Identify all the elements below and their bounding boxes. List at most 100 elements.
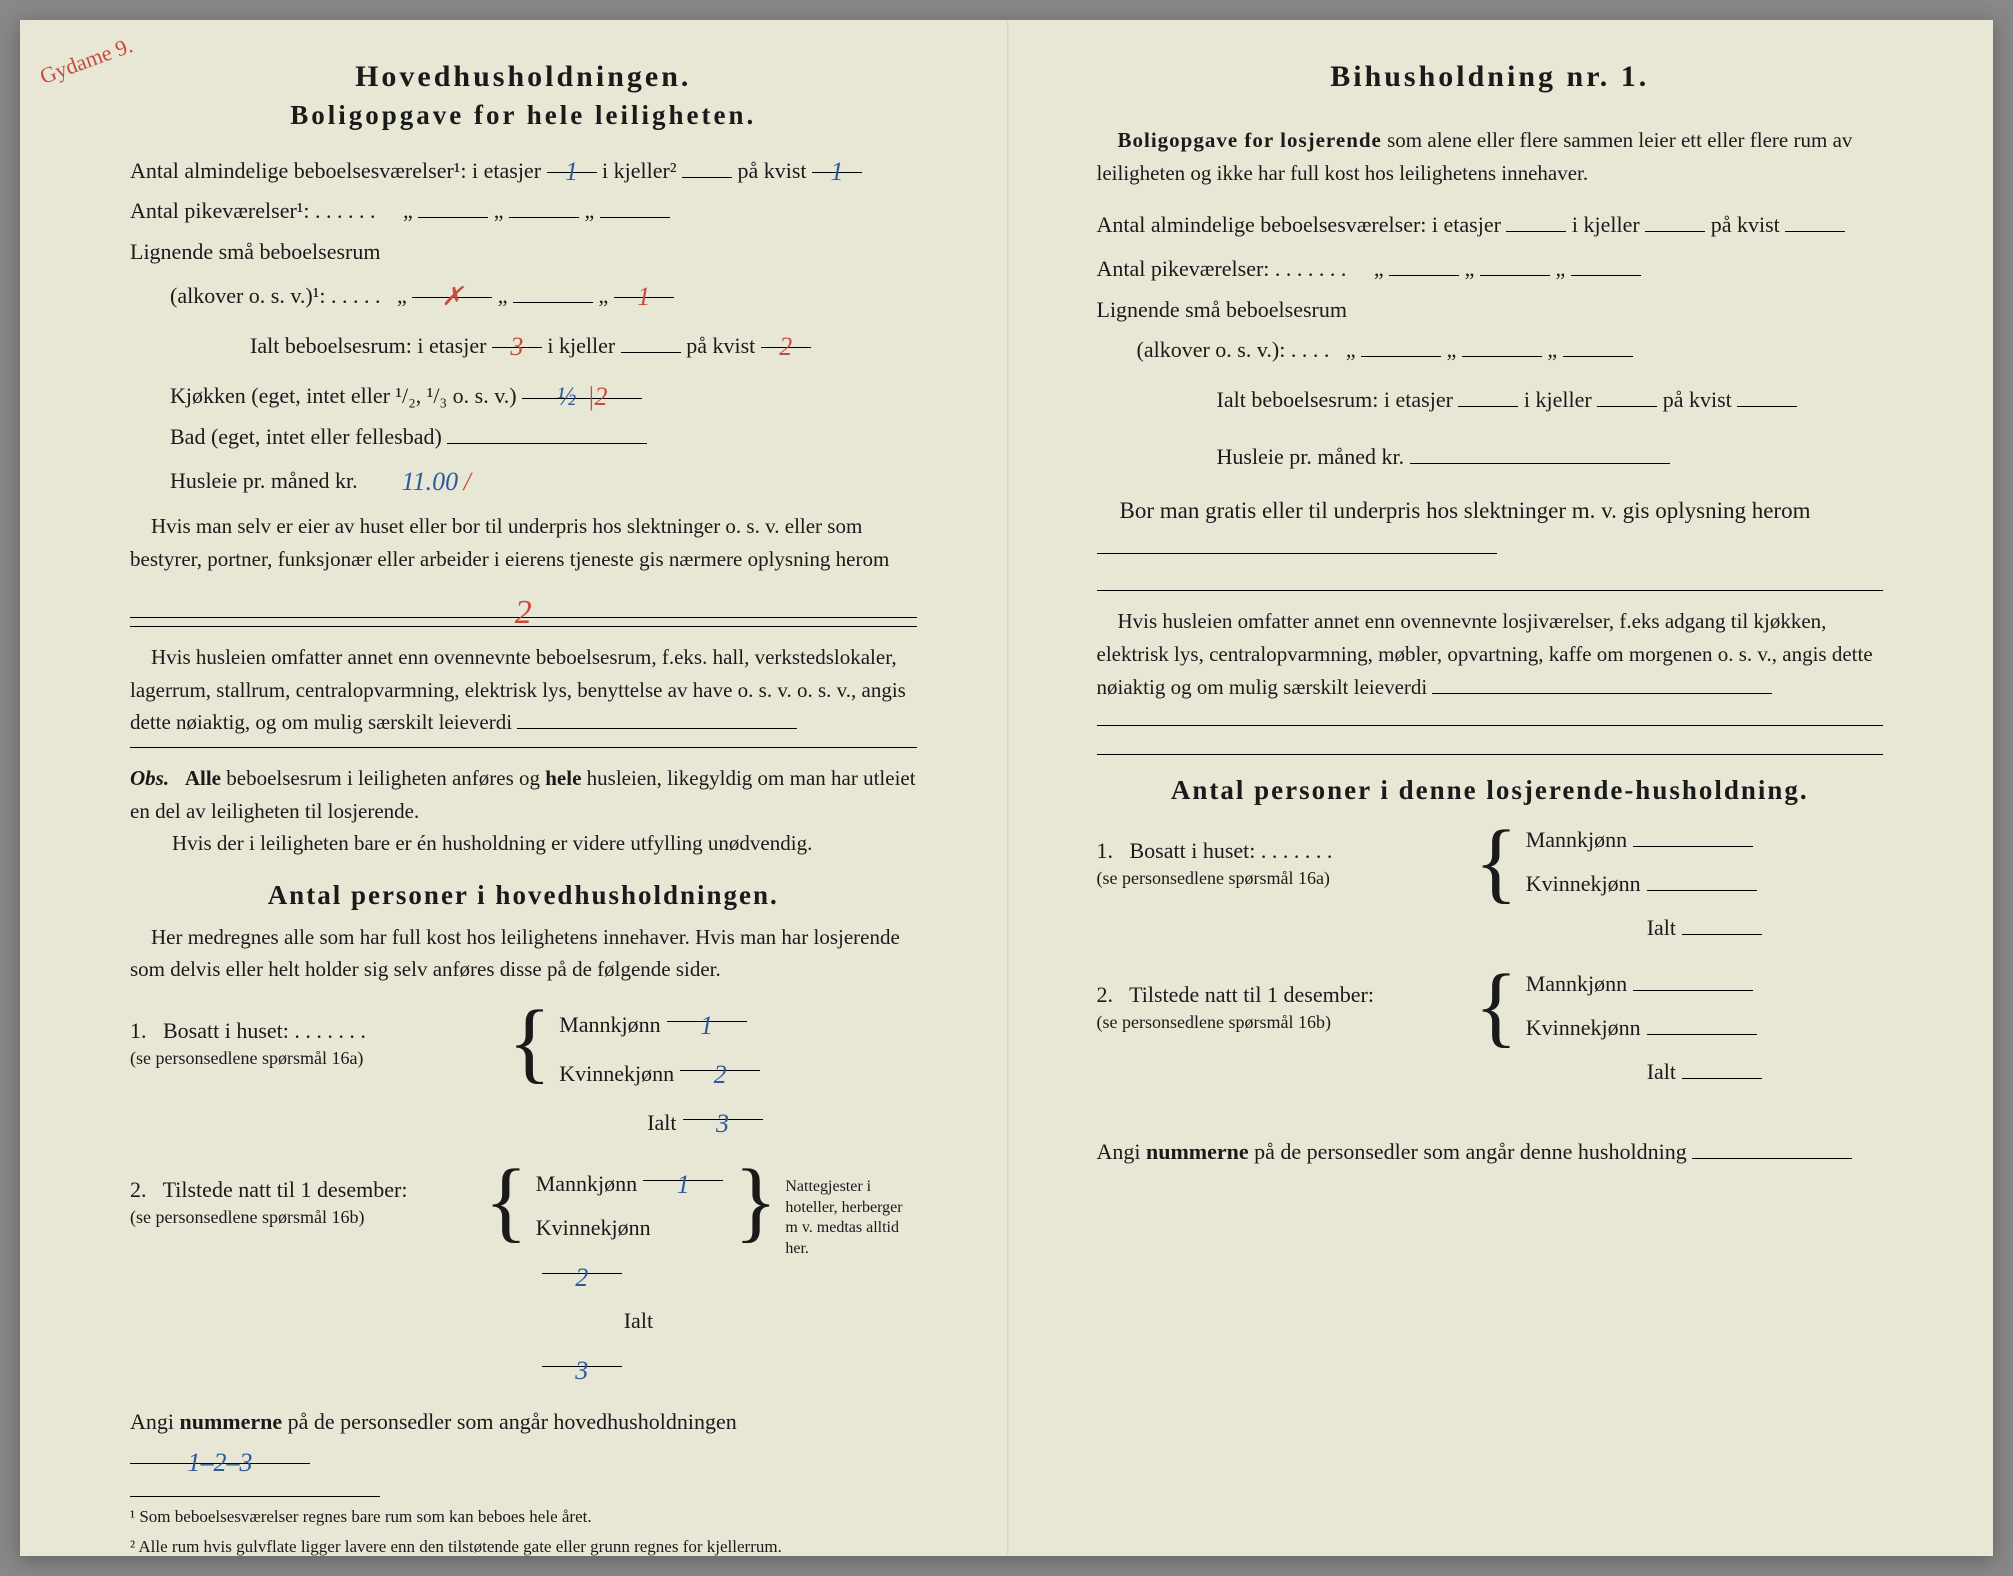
- field-ialt-kjeller[interactable]: [621, 329, 681, 353]
- field-eier-line[interactable]: 2: [130, 583, 917, 618]
- row-lign-2: (alkover o. s. v.)¹: . . . . . „ ✗ „ „ 1: [130, 274, 917, 314]
- brace-icon: {: [508, 998, 551, 1088]
- brace-icon: }: [734, 1157, 777, 1247]
- field-husleie[interactable]: 11.00: [402, 467, 459, 496]
- field-1-kvinne-r[interactable]: [1647, 867, 1757, 891]
- right-lead: Boligopgave for losjerende som alene ell…: [1097, 124, 1884, 189]
- row-pike: Antal pikeværelser¹: . . . . . . „ „ „: [130, 193, 917, 229]
- brace-icon: {: [485, 1157, 528, 1247]
- field-omfatter-r[interactable]: [1432, 671, 1772, 694]
- brace-icon: {: [1475, 962, 1518, 1052]
- rule: [1097, 590, 1884, 591]
- row-bad: Bad (eget, intet eller fellesbad): [130, 419, 917, 455]
- count-row-1-r: 1. Bosatt i huset: . . . . . . . (se per…: [1097, 818, 1884, 950]
- label: Kjøkken (eget, intet eller ¹/₂, ¹/₃ o. s…: [130, 383, 517, 408]
- field-ialt-kvist[interactable]: 2: [761, 324, 811, 348]
- field-pike-kjeller[interactable]: [509, 194, 579, 218]
- label: Kvinnekjønn: [1526, 871, 1641, 896]
- field-1-mann[interactable]: 1: [667, 998, 747, 1022]
- row-husleie: Husleie pr. måned kr. 11.00 /: [130, 459, 917, 502]
- field-alm-kjeller[interactable]: [682, 154, 732, 178]
- field-2-mann[interactable]: 1: [643, 1157, 723, 1181]
- field-pike-etasjer[interactable]: [418, 194, 488, 218]
- label: på kvist: [737, 158, 806, 183]
- field-2-ialt[interactable]: 3: [542, 1343, 622, 1367]
- field-alm-kvist-r[interactable]: [1785, 208, 1845, 232]
- label: Kvinnekjønn: [559, 1061, 674, 1086]
- field-alm-kjeller-r[interactable]: [1645, 208, 1705, 232]
- label: Ialt: [1647, 1059, 1676, 1084]
- label: Husleie pr. måned kr.: [1217, 444, 1405, 469]
- row-pike-r: Antal pikeværelser: . . . . . . . „ „ „: [1097, 251, 1884, 287]
- para-omfatter-r: Hvis husleien omfatter annet enn ovennev…: [1097, 605, 1884, 703]
- sublabel: (se personsedlene spørsmål 16b): [130, 1207, 364, 1227]
- label: i kjeller: [1524, 387, 1592, 412]
- side-note: Nattegjester i hoteller, herberger m v. …: [785, 1157, 916, 1260]
- label: Bosatt i huset: . . . . . . .: [163, 1018, 366, 1043]
- field-pike-kvist[interactable]: [600, 194, 670, 218]
- row-lign-1-r: Lignende små beboelsesrum: [1097, 292, 1884, 328]
- label: Ialt: [1647, 915, 1676, 940]
- form-spread: Gydame 9. Hovedhusholdningen. Boligopgav…: [20, 20, 1993, 1556]
- label: (alkover o. s. v.)¹: . . . . .: [170, 283, 380, 308]
- field-lign-etasjer[interactable]: ✗: [412, 274, 492, 298]
- num: 2.: [1097, 982, 1114, 1007]
- label: Bosatt i huset: . . . . . . .: [1130, 838, 1333, 863]
- field-kjokken[interactable]: ½ |2: [522, 374, 642, 398]
- left-title-2: Boligopgave for hele leiligheten.: [130, 100, 917, 131]
- field-ialt-kv-r[interactable]: [1737, 383, 1797, 407]
- row-alm: Antal almindelige beboelsesværelser¹: i …: [130, 149, 917, 189]
- field-pike-kv-r[interactable]: [1571, 252, 1641, 276]
- field-bad[interactable]: [447, 420, 647, 444]
- num: 1.: [1097, 838, 1114, 863]
- field-husleie-r[interactable]: [1410, 439, 1670, 463]
- field-alm-etasjer[interactable]: 1: [547, 149, 597, 173]
- field-ialt-kj-r[interactable]: [1597, 383, 1657, 407]
- field-ialt-et-r[interactable]: [1458, 383, 1518, 407]
- field-2-kvinne[interactable]: 2: [542, 1250, 622, 1274]
- field-1-mann-r[interactable]: [1633, 823, 1753, 847]
- label: Ialt beboelsesrum: i etasjer: [1217, 387, 1453, 412]
- field-angi[interactable]: 1–2–3: [130, 1440, 310, 1464]
- field-2-kvinne-r[interactable]: [1647, 1011, 1757, 1035]
- field-lign-et-r[interactable]: [1361, 333, 1441, 357]
- footnote-2: ² Alle rum hvis gulvflate ligger lavere …: [130, 1537, 917, 1557]
- label: Husleie pr. måned kr.: [130, 468, 358, 493]
- label: (alkover o. s. v.): . . . .: [1137, 337, 1330, 362]
- field-1-ialt-r[interactable]: [1682, 911, 1762, 935]
- sublabel: (se personsedlene spørsmål 16b): [1097, 1012, 1331, 1032]
- field-lign-kj-r[interactable]: [1462, 333, 1542, 357]
- field-omfatter[interactable]: [517, 706, 797, 729]
- field-alm-kvist[interactable]: 1: [812, 149, 862, 173]
- label: Mannkjønn: [559, 1012, 660, 1037]
- field-1-kvinne[interactable]: 2: [680, 1047, 760, 1071]
- field-2-mann-r[interactable]: [1633, 967, 1753, 991]
- rule: [1097, 754, 1884, 755]
- label: Ialt: [624, 1308, 653, 1333]
- field-angi-r[interactable]: [1692, 1135, 1852, 1159]
- label: Mannkjønn: [536, 1171, 637, 1196]
- num: 2.: [130, 1177, 147, 1202]
- rule: [130, 747, 917, 748]
- field-1-ialt[interactable]: 3: [683, 1096, 763, 1120]
- para-gratis: Bor man gratis eller til underpris hos s…: [1097, 493, 1884, 565]
- field-pike-kj-r[interactable]: [1480, 252, 1550, 276]
- field-pike-et-r[interactable]: [1389, 252, 1459, 276]
- sublabel: (se personsedlene spørsmål 16a): [130, 1048, 363, 1068]
- field-alm-etasjer-r[interactable]: [1506, 208, 1566, 232]
- field-lign-kvist[interactable]: 1: [614, 274, 674, 298]
- count-row-2: 2. Tilstede natt til 1 desember: (se per…: [130, 1157, 917, 1392]
- label: Antal almindelige beboelsesværelser¹: i …: [130, 158, 541, 183]
- field-2-ialt-r[interactable]: [1682, 1055, 1762, 1079]
- label: Mannkjønn: [1526, 827, 1627, 852]
- sublabel: (se personsedlene spørsmål 16a): [1097, 868, 1330, 888]
- field-gratis[interactable]: [1097, 529, 1497, 554]
- field-lign-kjeller[interactable]: [513, 279, 593, 303]
- right-page: Bihusholdning nr. 1. Boligopgave for los…: [1007, 20, 1994, 1556]
- field-lign-kv-r[interactable]: [1563, 333, 1633, 357]
- label: Ialt beboelsesrum: i etasjer: [250, 333, 486, 358]
- label: Antal pikeværelser¹: . . . . . .: [130, 198, 376, 223]
- field-ialt-etasjer[interactable]: 3: [492, 324, 542, 348]
- label: i kjeller²: [602, 158, 676, 183]
- row-lign-1: Lignende små beboelsesrum: [130, 234, 917, 270]
